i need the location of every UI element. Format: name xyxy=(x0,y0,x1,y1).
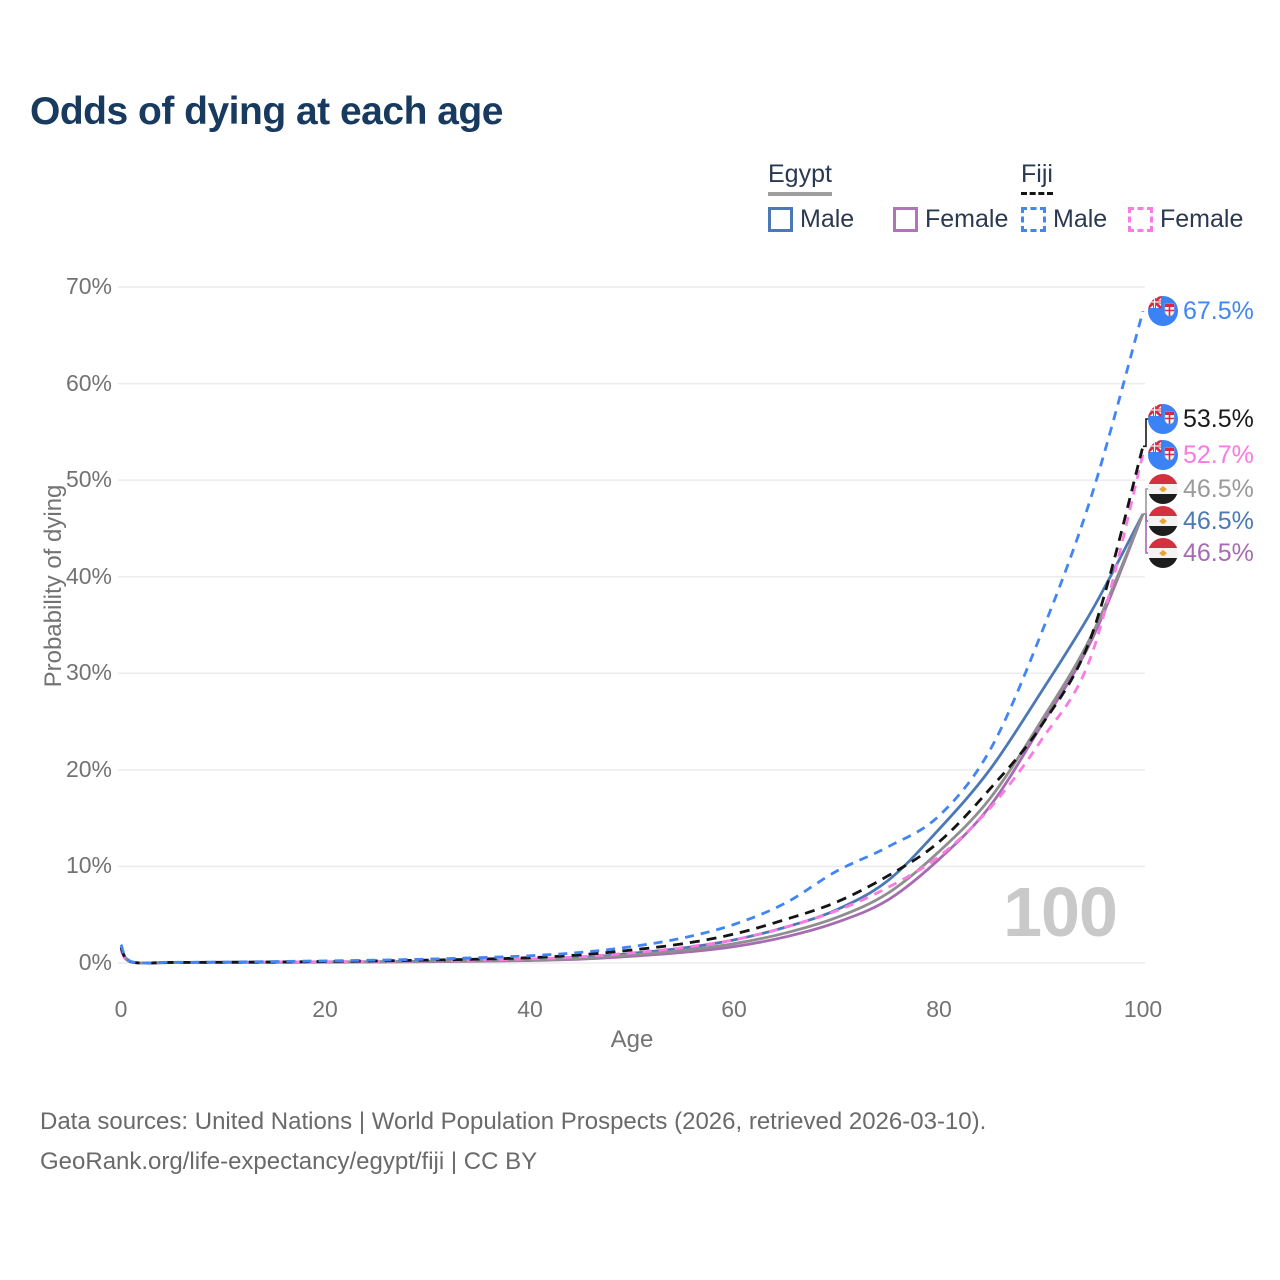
legend-item-egypt-female[interactable]: Female xyxy=(893,205,1008,234)
fiji-flag-icon xyxy=(1148,296,1178,326)
legend-item-label: Male xyxy=(1053,205,1108,233)
egypt-flag-icon xyxy=(1148,506,1178,536)
legend-item-fiji-female[interactable]: Female xyxy=(1128,205,1243,234)
age-watermark: 100 xyxy=(1003,873,1118,951)
legend-group-fiji[interactable]: Fiji xyxy=(1021,160,1053,195)
end-value: 52.7% xyxy=(1183,440,1254,469)
egypt-flag-icon xyxy=(1148,538,1178,568)
attribution-link[interactable]: GeoRank.org/life-expectancy/egypt/fiji |… xyxy=(40,1148,538,1175)
series-line-egypt-female[interactable] xyxy=(119,513,1145,965)
end-label-fiji-female[interactable]: 52.7% xyxy=(1148,440,1254,470)
legend-item-egypt-male[interactable]: Male xyxy=(768,205,854,234)
page-title: Odds of dying at each age xyxy=(30,90,503,133)
end-label-fiji-overall[interactable]: 53.5% xyxy=(1148,404,1254,434)
x-tick-100: 100 xyxy=(1123,996,1163,1022)
series-line-fiji-female[interactable] xyxy=(119,453,1145,965)
x-tick-40: 40 xyxy=(517,996,543,1022)
y-tick-70: 70% xyxy=(65,273,112,299)
series-line-fiji-overall[interactable] xyxy=(119,445,1145,965)
end-label-fiji-male[interactable]: 67.5% xyxy=(1148,296,1254,326)
end-value: 67.5% xyxy=(1183,296,1254,325)
x-tick-60: 60 xyxy=(721,996,747,1022)
fiji-female-swatch-icon xyxy=(1128,207,1153,232)
fiji-male-swatch-icon xyxy=(1021,207,1046,232)
y-tick-40: 40% xyxy=(65,563,112,589)
x-tick-0: 0 xyxy=(114,996,128,1022)
y-tick-30: 30% xyxy=(65,659,112,685)
y-tick-20: 20% xyxy=(65,756,112,782)
legend-item-label: Male xyxy=(800,205,855,233)
y-tick-0: 0% xyxy=(78,949,112,975)
series-line-egypt-male[interactable] xyxy=(119,513,1145,965)
data-sources-text: Data sources: United Nations | World Pop… xyxy=(40,1108,987,1135)
legend-item-label: Female xyxy=(1160,205,1244,233)
legend-item-label: Female xyxy=(925,205,1009,233)
y-tick-50: 50% xyxy=(65,466,112,492)
egypt-male-swatch-icon xyxy=(768,207,793,232)
end-label-egypt-male[interactable]: 46.5% xyxy=(1148,506,1254,536)
x-axis-title: Age xyxy=(610,1026,654,1053)
series-line-egypt-overall[interactable] xyxy=(119,513,1145,965)
series-line-fiji-male[interactable] xyxy=(119,310,1145,965)
egypt-flag-icon xyxy=(1148,474,1178,504)
fiji-flag-icon xyxy=(1148,440,1178,470)
end-value: 46.5% xyxy=(1183,538,1254,567)
fiji-flag-icon xyxy=(1148,404,1178,434)
end-value: 46.5% xyxy=(1183,506,1254,535)
y-tick-10: 10% xyxy=(65,852,112,878)
x-tick-20: 20 xyxy=(312,996,338,1022)
legend-group-egypt[interactable]: Egypt xyxy=(768,160,832,196)
y-tick-60: 60% xyxy=(65,370,112,396)
end-label-egypt-female[interactable]: 46.5% xyxy=(1148,538,1254,568)
egypt-female-swatch-icon xyxy=(893,207,918,232)
x-tick-80: 80 xyxy=(926,996,952,1022)
end-label-egypt-overall[interactable]: 46.5% xyxy=(1148,474,1254,504)
end-value: 53.5% xyxy=(1183,404,1254,433)
legend-item-fiji-male[interactable]: Male xyxy=(1021,205,1107,234)
end-value: 46.5% xyxy=(1183,474,1254,503)
